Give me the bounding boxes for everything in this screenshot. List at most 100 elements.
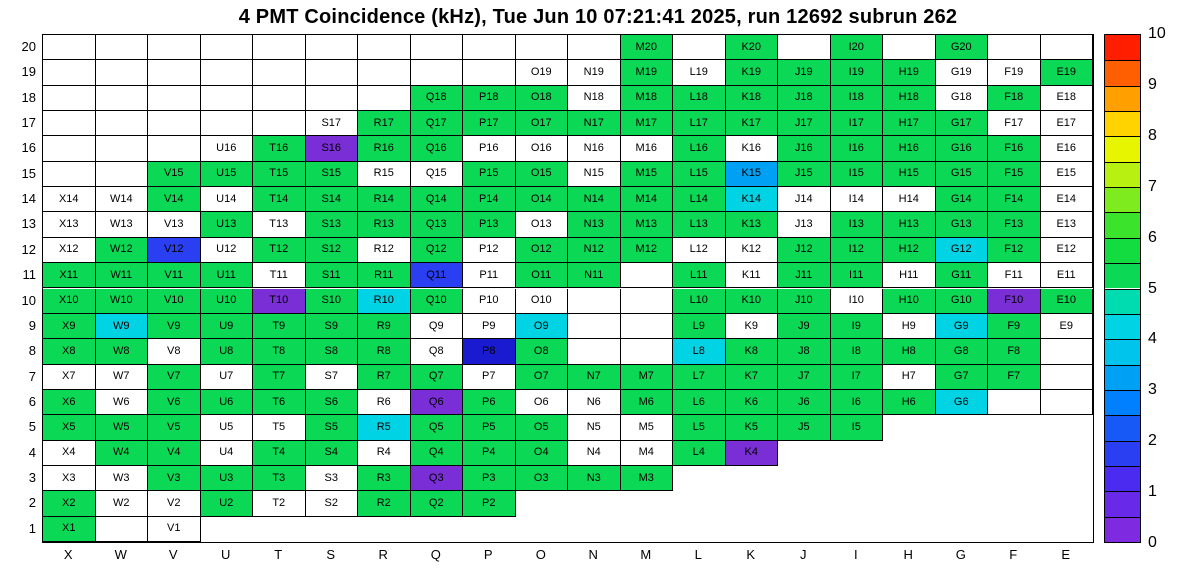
heatmap-cell: J17 bbox=[778, 111, 831, 137]
heatmap-cell: V8 bbox=[148, 339, 201, 365]
heatmap-cell: N14 bbox=[568, 187, 621, 213]
heatmap-cell: I11 bbox=[830, 263, 883, 289]
heatmap-empty-cell bbox=[410, 60, 463, 86]
heatmap-cell: M4 bbox=[620, 440, 673, 466]
heatmap-cell: T10 bbox=[253, 288, 306, 314]
heatmap-cell: K14 bbox=[725, 187, 778, 213]
heatmap-cell: G14 bbox=[935, 187, 988, 213]
heatmap-cell: U9 bbox=[200, 313, 253, 340]
x-axis-tick-label: K bbox=[746, 547, 756, 562]
colorbar-tick-label: 8 bbox=[1148, 126, 1157, 144]
heatmap-cell: N15 bbox=[568, 161, 621, 188]
y-axis-tick-label: 12 bbox=[21, 241, 36, 257]
heatmap-cell: S6 bbox=[305, 389, 358, 416]
heatmap-empty-cell bbox=[988, 35, 1041, 61]
colorbar-segment bbox=[1105, 364, 1140, 390]
heatmap-cell: N7 bbox=[568, 364, 621, 390]
heatmap-empty-cell bbox=[253, 111, 306, 137]
heatmap-cell: T9 bbox=[253, 313, 306, 340]
heatmap-cell: H14 bbox=[883, 187, 936, 213]
heatmap-cell: M15 bbox=[620, 161, 673, 188]
heatmap-cell: J6 bbox=[778, 389, 831, 416]
heatmap-cell: J11 bbox=[778, 263, 831, 289]
heatmap-empty-cell bbox=[43, 111, 96, 137]
heatmap-cell: S10 bbox=[305, 288, 358, 314]
colorbar-tick-label: 9 bbox=[1148, 75, 1157, 93]
y-axis-tick-label: 7 bbox=[28, 368, 36, 384]
heatmap-cell: W10 bbox=[95, 288, 148, 314]
heatmap-cell: L16 bbox=[673, 136, 726, 162]
heatmap-empty-cell bbox=[200, 111, 253, 137]
colorbar-segment bbox=[1105, 465, 1140, 492]
heatmap-cell: R9 bbox=[358, 313, 411, 340]
heatmap-cell: G12 bbox=[935, 237, 988, 264]
heatmap-cell: O4 bbox=[515, 440, 568, 466]
heatmap-cell: G7 bbox=[935, 364, 988, 390]
heatmap-cell: T14 bbox=[253, 187, 306, 213]
colorbar-tick-label: 0 bbox=[1148, 534, 1157, 551]
colorbar-tick-label: 4 bbox=[1148, 330, 1157, 348]
heatmap-cell: O13 bbox=[515, 212, 568, 238]
heatmap-cell: M19 bbox=[620, 60, 673, 86]
heatmap-cell: W3 bbox=[95, 465, 148, 492]
heatmap-cell: E16 bbox=[1040, 136, 1093, 162]
heatmap-empty-cell bbox=[95, 35, 148, 61]
heatmap-cell: U7 bbox=[200, 364, 253, 390]
heatmap-empty-cell bbox=[463, 35, 516, 61]
heatmap-cell: K4 bbox=[725, 440, 778, 466]
heatmap-cell: I7 bbox=[830, 364, 883, 390]
heatmap-cell: J19 bbox=[778, 60, 831, 86]
heatmap-cell: F11 bbox=[988, 263, 1041, 289]
heatmap-empty-cell bbox=[358, 35, 411, 61]
heatmap-empty-cell bbox=[148, 111, 201, 137]
colorbar-segment bbox=[1105, 389, 1140, 416]
heatmap-cell: M14 bbox=[620, 187, 673, 213]
colorbar-segment bbox=[1105, 491, 1140, 517]
heatmap-cell: I8 bbox=[830, 339, 883, 365]
heatmap-cell: U14 bbox=[200, 187, 253, 213]
heatmap-cell: Q6 bbox=[410, 389, 463, 416]
heatmap-cell: E11 bbox=[1040, 263, 1093, 289]
heatmap-cell: R17 bbox=[358, 111, 411, 137]
heatmap-cell: I17 bbox=[830, 111, 883, 137]
heatmap-cell: O19 bbox=[515, 60, 568, 86]
heatmap-cell: S11 bbox=[305, 263, 358, 289]
heatmap-cell: X1 bbox=[43, 516, 96, 542]
x-axis-tick-label: N bbox=[588, 547, 598, 562]
heatmap-empty-cell bbox=[95, 516, 148, 542]
heatmap-cell: U16 bbox=[200, 136, 253, 162]
heatmap-cell: P3 bbox=[463, 465, 516, 492]
heatmap-cell: F17 bbox=[988, 111, 1041, 137]
heatmap-cell: L19 bbox=[673, 60, 726, 86]
heatmap-empty-cell bbox=[673, 35, 726, 61]
heatmap-cell: N12 bbox=[568, 237, 621, 264]
heatmap-cell: F10 bbox=[988, 288, 1041, 314]
x-axis-tick-label: H bbox=[903, 547, 913, 562]
heatmap-cell: V7 bbox=[148, 364, 201, 390]
heatmap-cell: G15 bbox=[935, 161, 988, 188]
heatmap-cell: R3 bbox=[358, 465, 411, 492]
heatmap-cell: O10 bbox=[515, 288, 568, 314]
heatmap-cell: U8 bbox=[200, 339, 253, 365]
heatmap-cell: V13 bbox=[148, 212, 201, 238]
heatmap-cell: N3 bbox=[568, 465, 621, 492]
heatmap-cell: R8 bbox=[358, 339, 411, 365]
heatmap-cell: I12 bbox=[830, 237, 883, 264]
heatmap-cell: S8 bbox=[305, 339, 358, 365]
heatmap-empty-cell bbox=[620, 313, 673, 340]
heatmap-cell: M5 bbox=[620, 415, 673, 441]
heatmap-cell: R4 bbox=[358, 440, 411, 466]
heatmap-cell: T2 bbox=[253, 491, 306, 517]
heatmap-cell: I16 bbox=[830, 136, 883, 162]
heatmap-cell: O3 bbox=[515, 465, 568, 492]
heatmap-cell: Q3 bbox=[410, 465, 463, 492]
heatmap-cell: L10 bbox=[673, 288, 726, 314]
colorbar-segment bbox=[1105, 263, 1140, 289]
heatmap-cell: H12 bbox=[883, 237, 936, 264]
heatmap-cell: U6 bbox=[200, 389, 253, 416]
heatmap-cell: O8 bbox=[515, 339, 568, 365]
heatmap-cell: S9 bbox=[305, 313, 358, 340]
heatmap-cell: H10 bbox=[883, 288, 936, 314]
heatmap-cell: I5 bbox=[830, 415, 883, 441]
